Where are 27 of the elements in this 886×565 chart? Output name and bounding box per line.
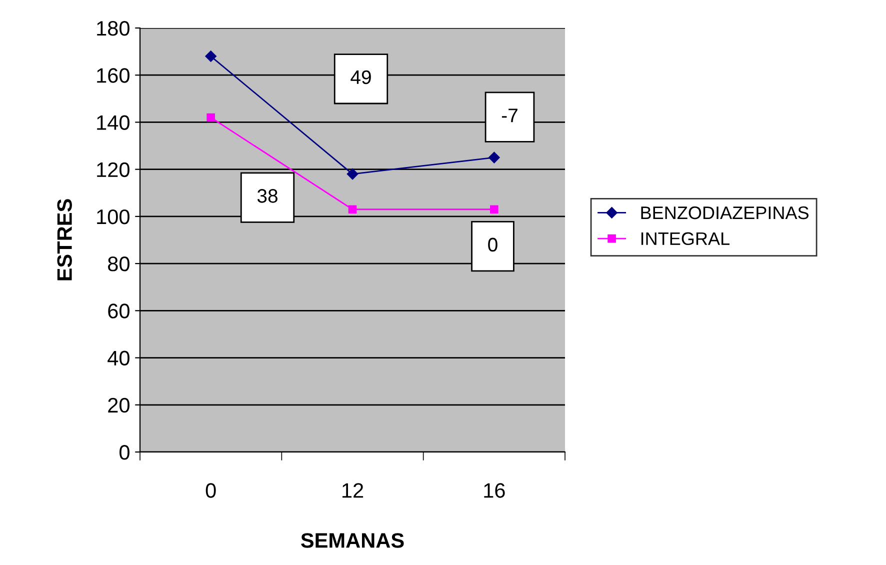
point	[348, 205, 357, 214]
point	[346, 168, 358, 180]
annotation: 49	[350, 70, 371, 84]
x-tick-label: 0	[206, 483, 216, 498]
x-tick-label: 16	[484, 483, 505, 498]
point	[206, 113, 215, 122]
y-tick-label: 0	[120, 445, 130, 460]
y-tick-label: 80	[108, 256, 130, 272]
annotation: -7	[502, 108, 518, 122]
y-tick-label: 100	[97, 209, 130, 224]
point	[490, 205, 498, 214]
annotation: 0	[488, 238, 498, 252]
y-axis-title: ESTRES	[57, 199, 72, 280]
y-tick-label: 60	[108, 304, 130, 318]
y-tick-label: 40	[108, 350, 130, 366]
y-tick-label: 160	[97, 68, 130, 83]
y-tick-label: 140	[97, 115, 130, 130]
legend-label: INTEGRAL	[641, 232, 730, 246]
y-tick-label: 180	[97, 21, 130, 36]
point	[205, 50, 216, 62]
y-tick-label: 20	[108, 398, 130, 413]
legend-label: BENZODIAZEPINAS	[641, 206, 808, 220]
x-tick-label: 12	[342, 483, 364, 498]
x-axis-title: SEMANAS	[301, 533, 404, 548]
point	[488, 152, 500, 164]
annotation: 38	[257, 189, 278, 203]
y-tick-label: 120	[97, 162, 130, 178]
